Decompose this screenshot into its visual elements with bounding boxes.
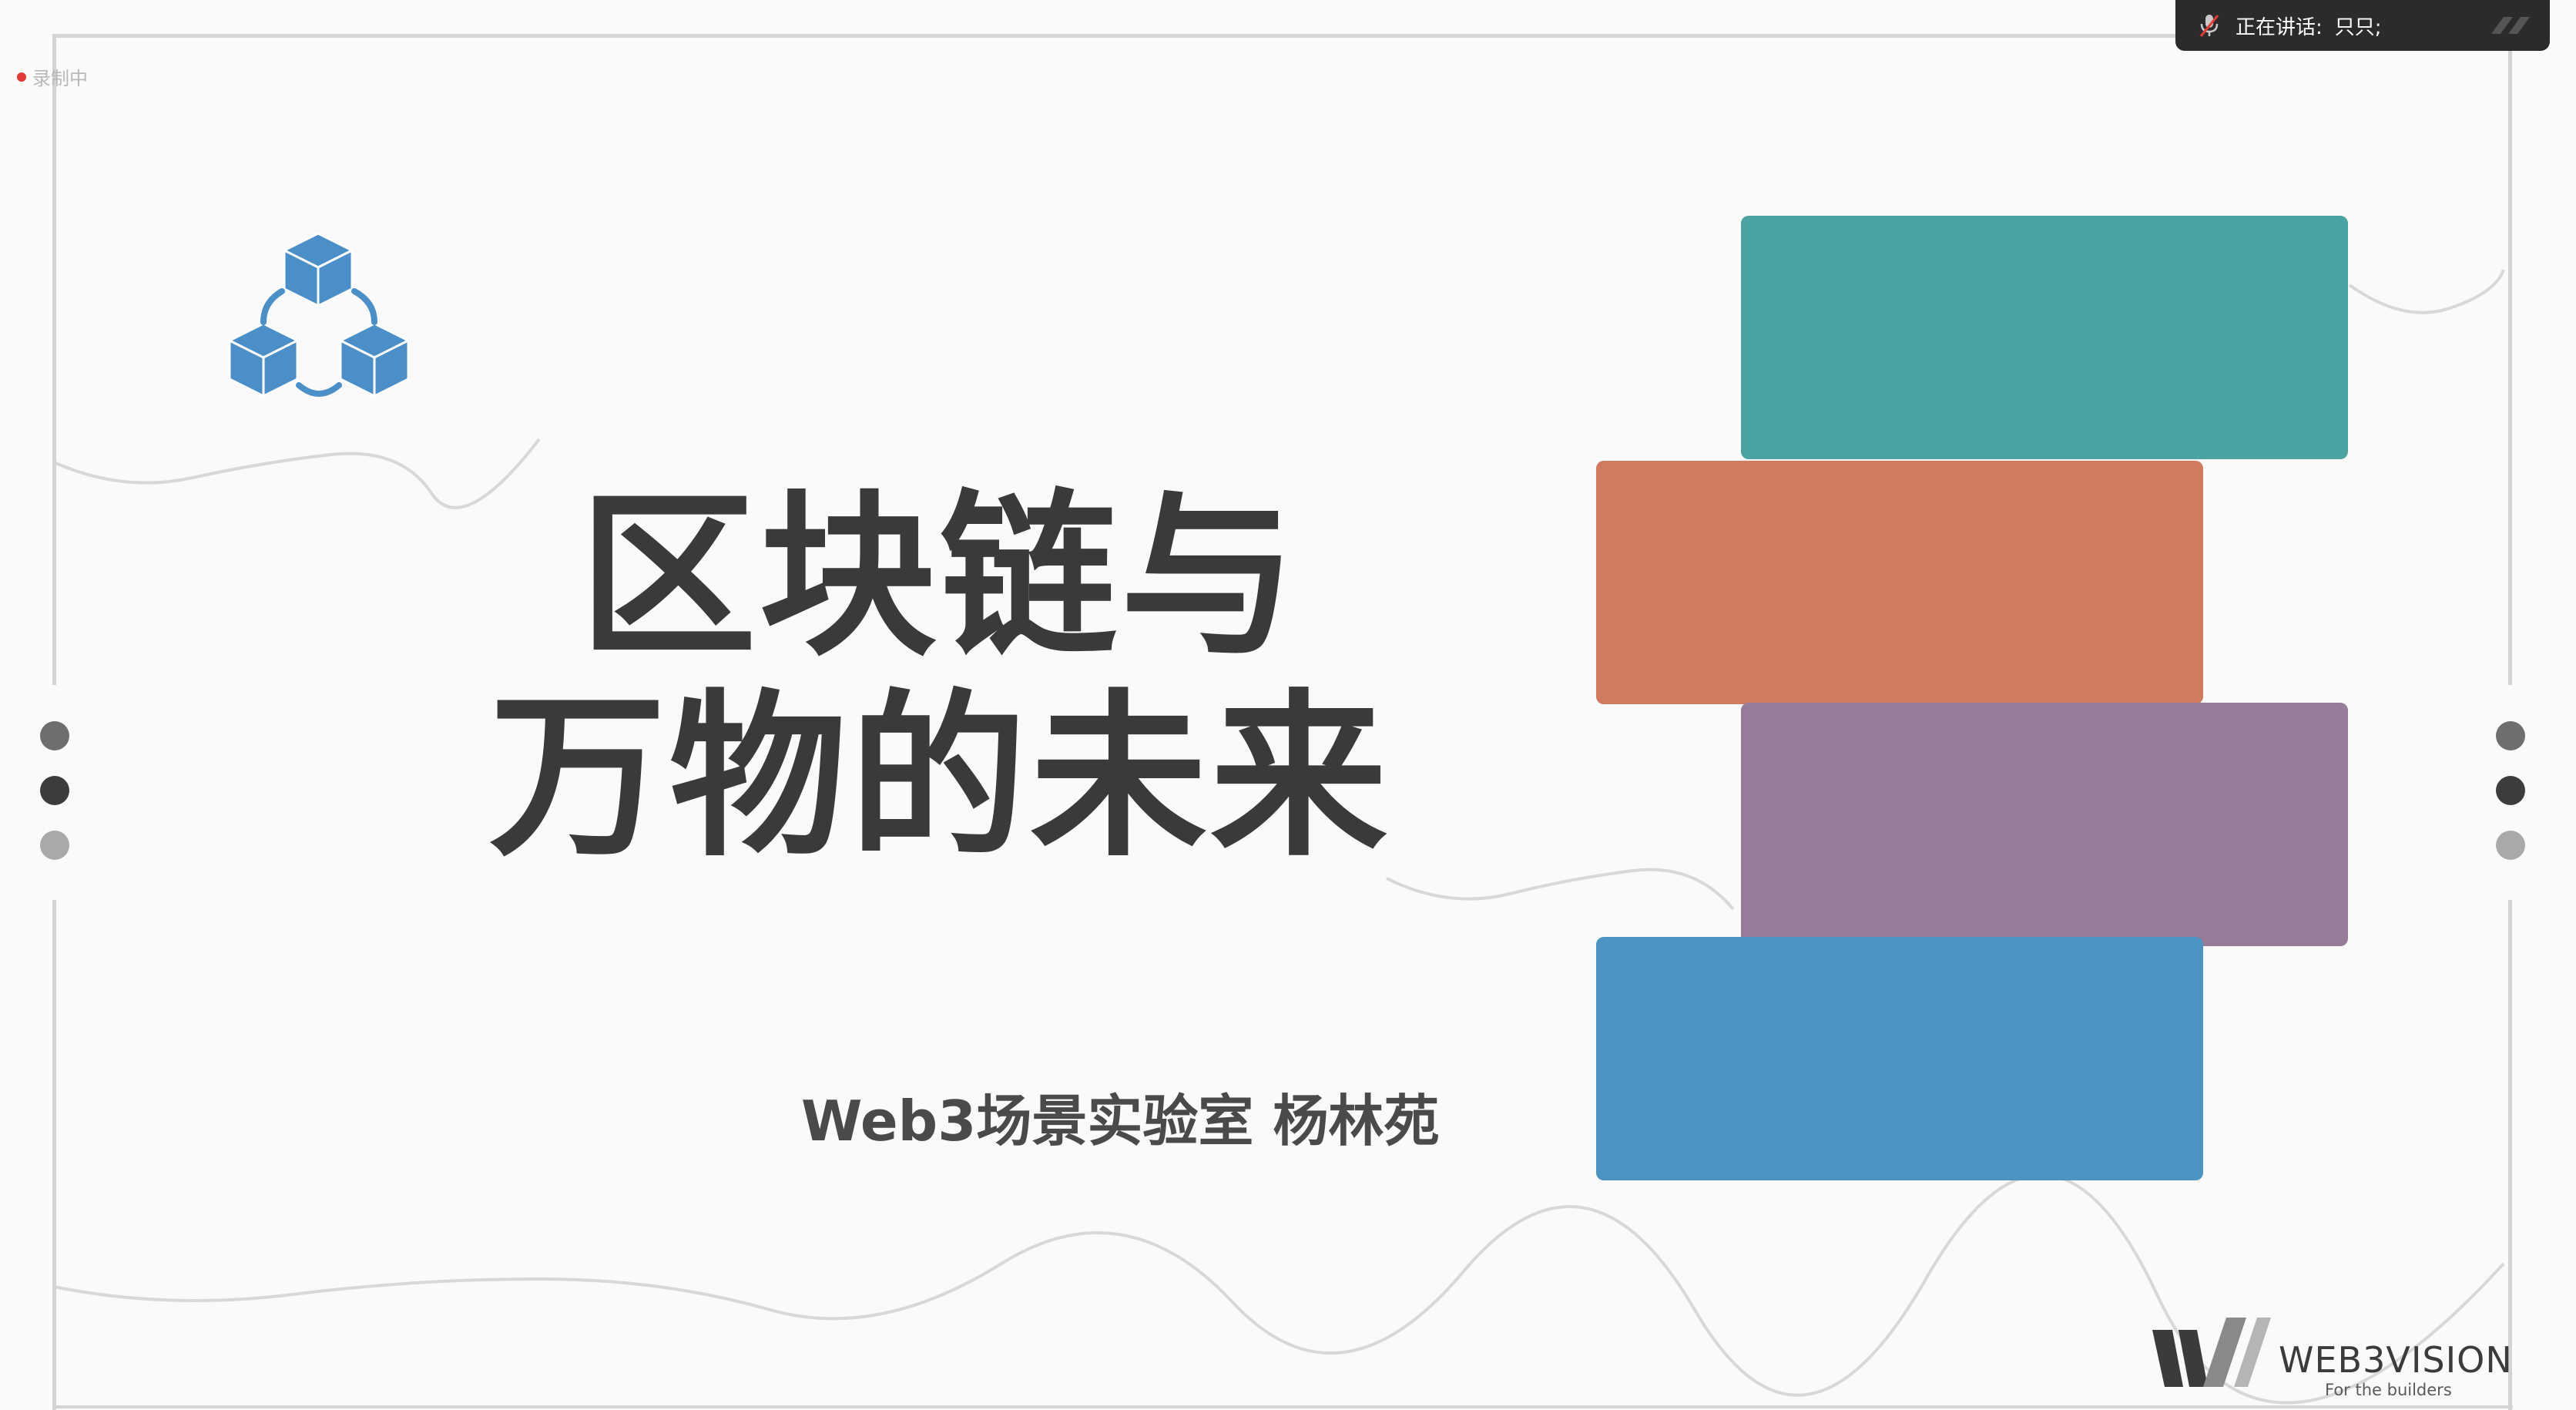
- web3vision-logo-icon: [2152, 1318, 2271, 1387]
- slide-frame-left: [52, 34, 56, 685]
- recording-label: 录制中: [32, 68, 88, 89]
- slide-title-line-1: 区块链与: [579, 475, 1300, 680]
- speaker-bar[interactable]: 正在讲话: 只只;: [2175, 0, 2550, 51]
- microphone-muted-icon: [2199, 15, 2219, 37]
- brand-logo: WEB3VISION For the builders: [2149, 1310, 2512, 1399]
- dot-icon: [40, 776, 69, 805]
- brand-tagline: For the builders: [2325, 1381, 2452, 1399]
- slide-frame-bottom: [54, 1405, 2513, 1408]
- slide-frame-top: [54, 34, 2513, 38]
- slide-dots-left: [40, 721, 71, 885]
- slide-frame-right-lower: [2508, 900, 2512, 1410]
- dot-icon: [2496, 721, 2525, 750]
- dot-icon: [40, 831, 69, 860]
- dot-icon: [2496, 776, 2525, 805]
- slide-frame-right: [2508, 34, 2512, 685]
- dot-icon: [40, 721, 69, 750]
- drag-handle-icon[interactable]: [2490, 15, 2536, 35]
- recording-dot-icon: [17, 72, 26, 82]
- brand-name: WEB3VISION: [2279, 1339, 2513, 1381]
- color-block-orange: [1596, 461, 2203, 704]
- recording-indicator: 录制中: [17, 63, 88, 90]
- blockchain-cubes-icon: [228, 232, 410, 398]
- speaker-name: 只只;: [2334, 15, 2382, 39]
- slide-frame-left-lower: [52, 900, 56, 1410]
- color-block-blue: [1596, 937, 2203, 1180]
- slide-title-line-2: 万物的未来: [488, 675, 1390, 881]
- slide-title: 区块链与 万物的未来: [401, 478, 1479, 878]
- slide-dots-right: [2496, 721, 2527, 885]
- color-block-teal: [1741, 216, 2348, 459]
- dot-icon: [2496, 831, 2525, 860]
- speaker-label: 正在讲话:: [2236, 15, 2323, 39]
- color-block-purple: [1741, 703, 2348, 946]
- slide-subtitle: Web3场景实验室 杨林苑: [801, 1089, 1440, 1153]
